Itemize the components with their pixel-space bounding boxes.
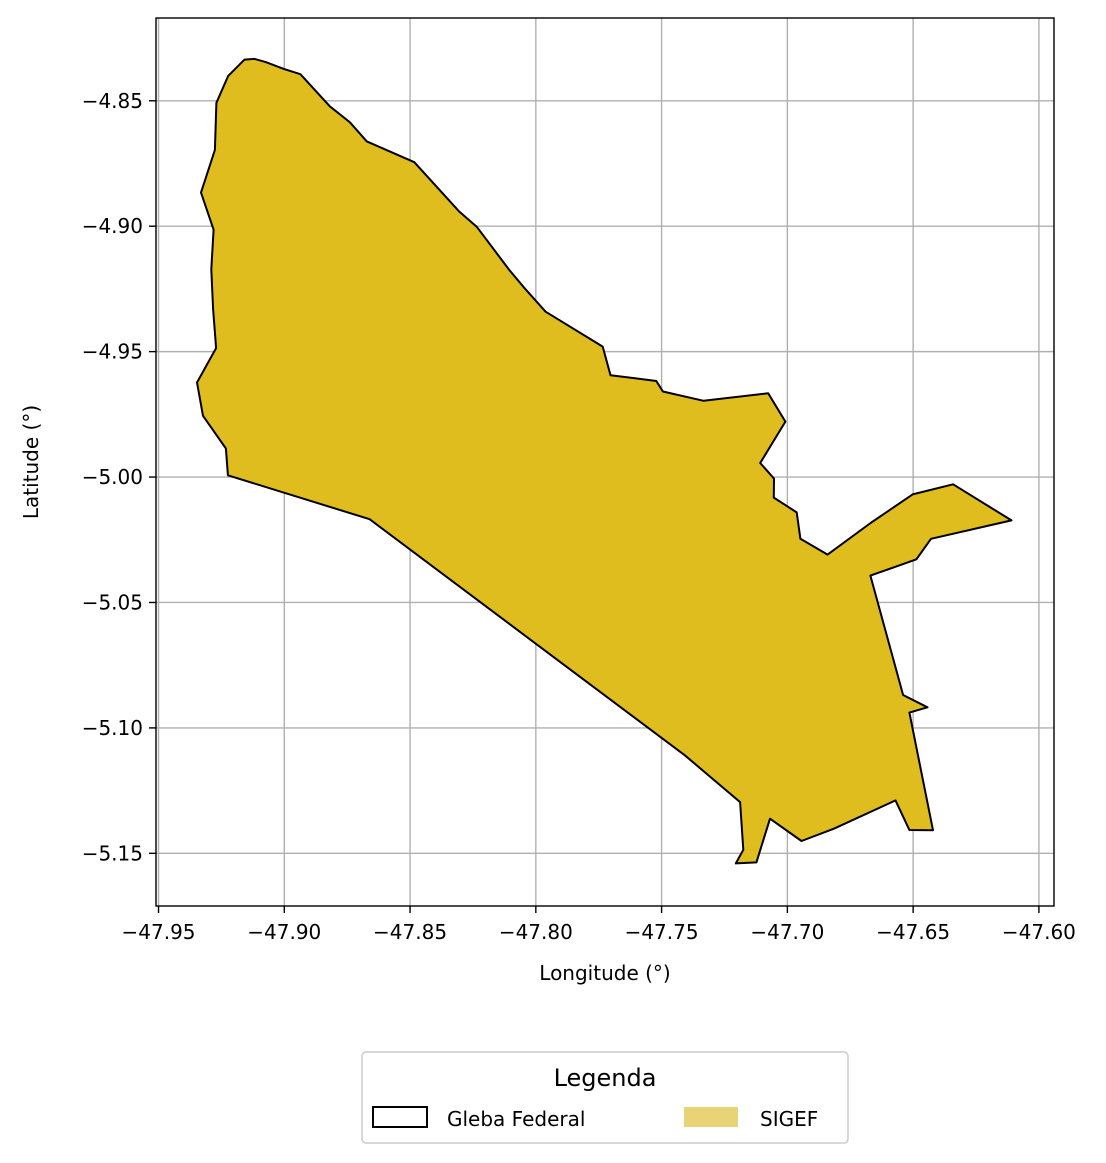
polygon-sigef [197,58,1012,864]
x-tick-label: −47.65 [876,920,950,944]
x-tick-label: −47.85 [373,920,447,944]
x-tick-label: −47.75 [625,920,699,944]
x-tick-label: −47.90 [247,920,321,944]
x-axis-label: Longitude (°) [539,961,670,985]
y-tick-label: −5.00 [82,465,143,489]
y-tick-label: −4.90 [82,214,143,238]
y-tick-label: −5.05 [82,590,143,614]
y-tick-label: −4.85 [82,89,143,113]
x-tick-label: −47.70 [750,920,824,944]
x-axis-ticks: −47.95 −47.90 −47.85 −47.80 −47.75 −47.70 −47.… [122,906,1076,944]
y-tick-label: −5.15 [82,841,143,865]
y-axis-ticks: −4.85 −4.90 −4.95 −5.00 −5.05 −5.10 −5.15 [82,89,156,865]
legend-title: Legenda [554,1064,657,1092]
x-tick-label: −47.80 [499,920,573,944]
x-tick-label: −47.95 [122,920,196,944]
legend-label-gleba-federal: Gleba Federal [447,1107,585,1131]
polygon-gleba-federal [196,57,1013,865]
legend-swatch-sigef [684,1107,738,1127]
map-layers [196,57,1013,865]
y-tick-label: −4.95 [82,340,143,364]
x-tick-label: −47.60 [1002,920,1076,944]
legend: Legenda Gleba Federal SIGEF [361,1051,849,1144]
legend-label-sigef: SIGEF [760,1107,818,1131]
plot-frame [155,17,1055,907]
y-axis-label: Latitude (°) [19,405,43,519]
legend-swatch-gleba-federal [372,1106,428,1128]
y-tick-label: −5.10 [82,716,143,740]
